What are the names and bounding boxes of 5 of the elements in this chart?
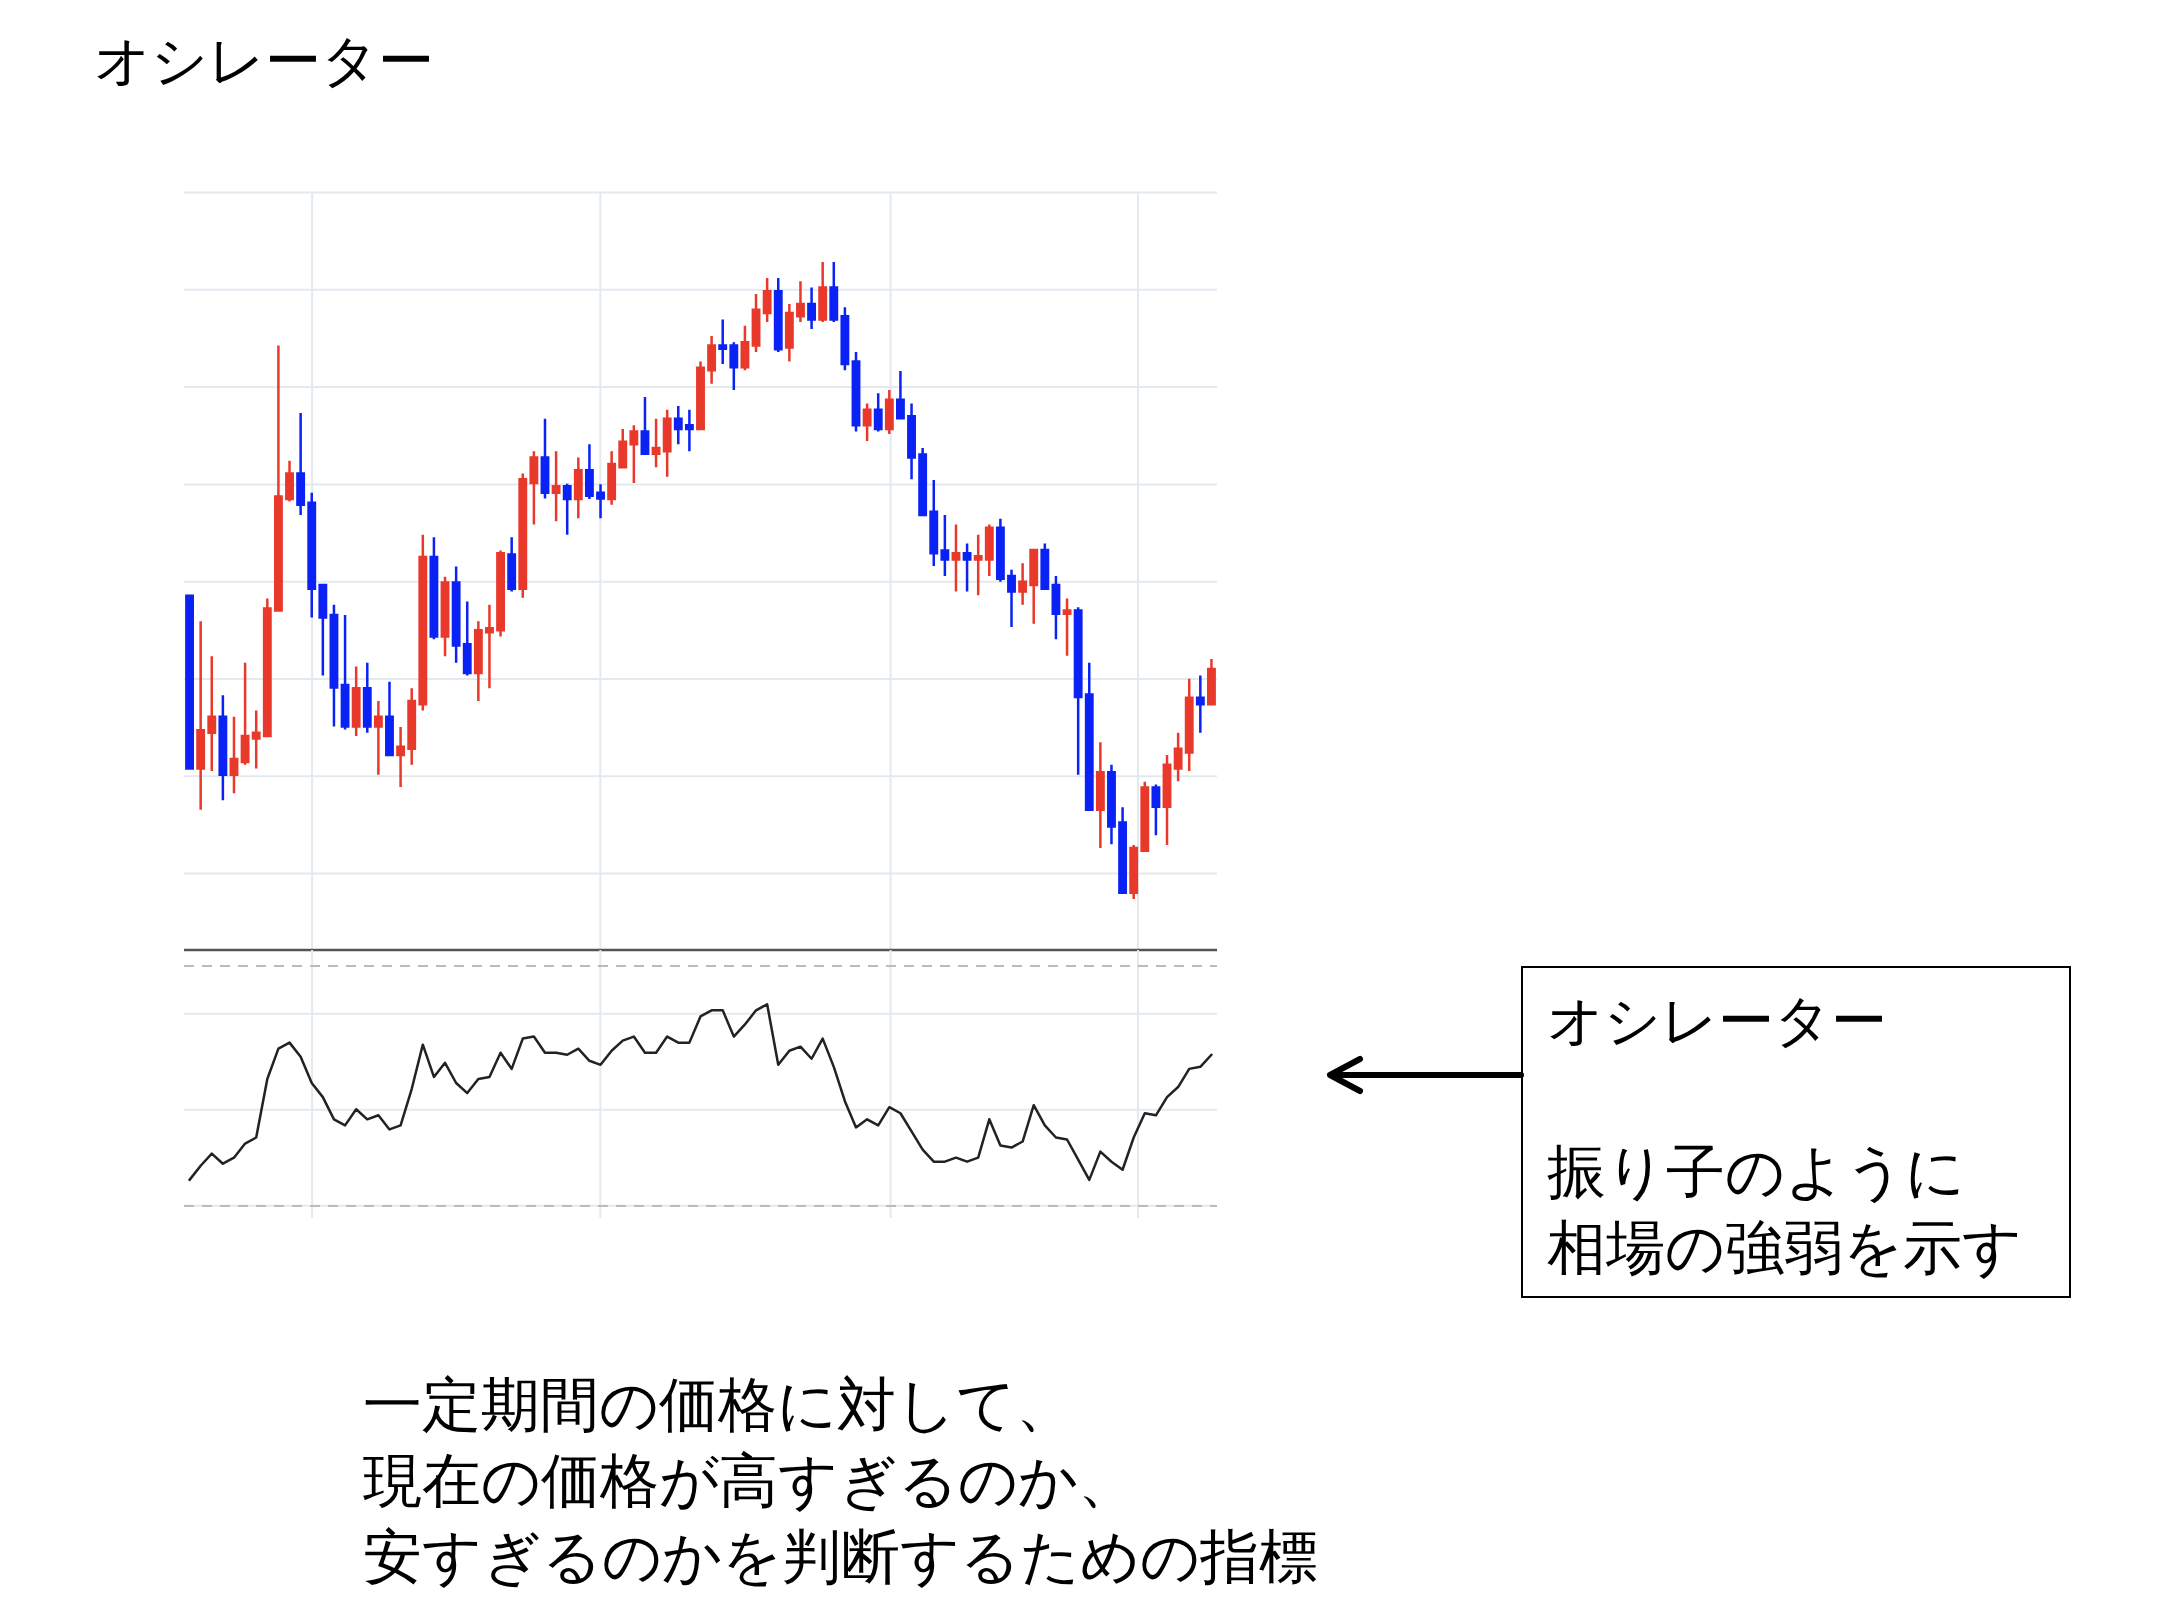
- annotation: 一定期間の価格に対して、現在の価格が高すぎるのか、安すぎるのかを判断するための指標: [363, 1372, 1318, 1590]
- title: オシレーター: [94, 29, 434, 92]
- annotation: 振り子のように: [1547, 1139, 1965, 1204]
- annotation: 相場の強弱を示す: [1547, 1215, 2022, 1280]
- annotation: オシレーター: [1547, 989, 1887, 1052]
